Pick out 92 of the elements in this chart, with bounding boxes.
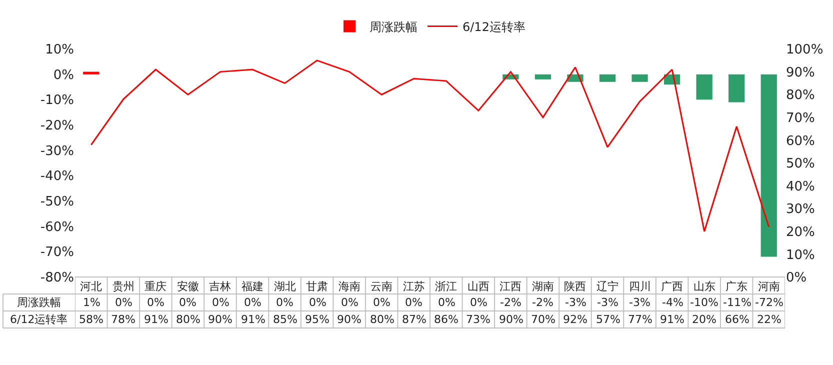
data-label: 90% (337, 313, 362, 326)
data-label: -3% (597, 296, 618, 309)
y2-tick-label: 20% (786, 224, 815, 240)
data-label: 0% (438, 296, 456, 309)
y-tick-label: -60% (40, 220, 74, 235)
data-label: 85% (273, 313, 298, 326)
data-label: -2% (500, 296, 522, 309)
data-label: 20% (692, 313, 716, 326)
data-label: 66% (725, 313, 750, 326)
x-tick-label: 福建 (242, 280, 264, 293)
text: 周涨跌幅 (17, 296, 61, 309)
data-label: 80% (370, 313, 394, 326)
data-label: 0% (276, 296, 294, 309)
x-tick-label: 山西 (467, 280, 490, 293)
x-tick-label: 吉林 (209, 280, 232, 293)
data-label: 91% (241, 313, 266, 326)
y-tick-label: 10% (45, 42, 74, 58)
y-tick-label: -20% (40, 118, 74, 134)
legend-label: 周涨跌幅 (370, 20, 418, 34)
data-label: -10% (690, 296, 718, 309)
data-label: 0% (341, 296, 358, 309)
y-tick-label: -10% (40, 93, 74, 108)
x-tick-label: 陕西 (564, 280, 586, 293)
x-tick-label: 湖南 (532, 280, 554, 293)
data-label: 91% (660, 313, 684, 326)
data-label: 22% (757, 313, 782, 326)
x-tick-label: 广东 (726, 280, 748, 293)
data-label: -2% (532, 296, 554, 309)
y2-tick-label: 80% (786, 88, 815, 104)
x-tick-label: 江西 (500, 280, 522, 293)
y-tick-label: -40% (40, 169, 74, 184)
data-label: 87% (402, 313, 426, 326)
data-label: 80% (176, 313, 200, 326)
data-label: 90% (208, 313, 232, 326)
data-label: 77% (628, 313, 652, 326)
data-label: 73% (466, 313, 490, 326)
data-label: 0% (470, 296, 488, 309)
data-label: -72% (755, 296, 784, 309)
data-label: 0% (179, 296, 196, 309)
y-tick-label: -30% (40, 144, 74, 159)
data-label: 90% (499, 313, 524, 326)
data-label: 92% (563, 313, 588, 326)
data-label: 0% (212, 296, 230, 309)
y-tick-label: 0% (53, 68, 74, 83)
legend-label: 6/12运转率 (462, 20, 526, 34)
x-tick-label: 辽宁 (596, 280, 618, 293)
x-tick-label: 甘肃 (306, 280, 328, 293)
data-label: 0% (244, 296, 262, 309)
y2-tick-label: 70% (786, 110, 815, 126)
data-label: 0% (147, 296, 164, 309)
data-label: 0% (405, 296, 422, 309)
data-label: 0% (373, 296, 390, 309)
y2-tick-label: 10% (786, 248, 815, 263)
data-label: 70% (531, 313, 556, 326)
data-label: 78% (111, 313, 136, 326)
data-label: 58% (79, 313, 104, 326)
y-tick-label: -80% (40, 270, 74, 286)
data-label: 0% (309, 296, 326, 309)
x-tick-label: 海南 (338, 280, 360, 293)
x-tick-label: 山东 (693, 280, 716, 293)
x-tick-label: 重庆 (144, 280, 167, 293)
data-label: 95% (305, 313, 330, 326)
y2-tick-label: 50% (786, 156, 815, 172)
y-tick-label: -50% (40, 194, 74, 210)
x-tick-label: 安徽 (176, 280, 199, 293)
y2-tick-label: 0% (786, 270, 807, 286)
y2-tick-label: 40% (786, 179, 815, 194)
x-tick-label: 贵州 (112, 280, 134, 293)
data-label: -3% (629, 296, 650, 309)
y2-tick-label: 90% (786, 65, 815, 80)
data-label: 0% (115, 296, 132, 309)
x-tick-label: 江苏 (402, 280, 425, 293)
x-tick-label: 湖北 (274, 280, 296, 293)
data-label: -3% (565, 296, 586, 309)
x-tick-label: 河北 (80, 280, 102, 293)
x-tick-label: 广西 (661, 280, 684, 293)
x-tick-label: 河南 (758, 280, 780, 293)
data-label: -4% (662, 296, 684, 309)
data-label: 57% (596, 313, 620, 326)
data-label: -11% (723, 296, 752, 309)
x-tick-label: 浙江 (435, 280, 458, 293)
y2-tick-label: 30% (786, 202, 815, 218)
y-tick-label: -70% (40, 245, 74, 260)
y2-tick-label: 100% (786, 42, 824, 58)
data-label: 86% (434, 313, 458, 326)
data-label: 91% (144, 313, 168, 326)
data-label: 1% (83, 296, 100, 309)
x-tick-label: 云南 (370, 280, 393, 293)
text: 6/12运转率 (10, 313, 68, 326)
y2-tick-label: 60% (786, 134, 815, 149)
x-tick-label: 四川 (628, 280, 651, 293)
line-series (90, 60, 770, 232)
